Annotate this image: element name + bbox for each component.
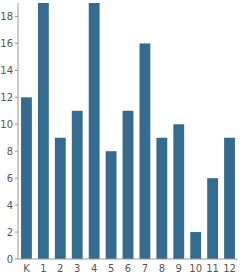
y-tick-label: 12 [0, 92, 13, 103]
chart: 024681012141618K123456789101112 [0, 0, 240, 277]
y-tick-label: 14 [0, 65, 13, 76]
bars [21, 3, 235, 259]
x-tick-label: 2 [57, 263, 63, 274]
bar [89, 3, 100, 259]
bar [173, 124, 184, 259]
y-tick-label: 16 [0, 38, 13, 49]
bar [190, 232, 201, 259]
bar [21, 97, 32, 259]
y-tick-label: 18 [0, 11, 13, 22]
x-tick-label: 12 [223, 263, 236, 274]
y-tick-label: 10 [0, 119, 13, 130]
x-tick-label: 5 [108, 263, 114, 274]
y-tick-label: 2 [7, 227, 13, 238]
bar [106, 151, 117, 259]
x-tick-label: 8 [159, 263, 165, 274]
x-axis [18, 259, 238, 260]
bar [224, 138, 235, 259]
y-tick-label: 8 [7, 146, 13, 157]
x-tick-label: 11 [206, 263, 219, 274]
bar [72, 111, 83, 259]
bar [38, 3, 49, 259]
bar [156, 138, 167, 259]
x-tick-label: 6 [125, 263, 131, 274]
x-tick-label: 9 [176, 263, 182, 274]
x-tick-label: 3 [74, 263, 80, 274]
x-tick-label: 4 [91, 263, 97, 274]
x-tick-label: 10 [189, 263, 202, 274]
bar [123, 111, 134, 259]
y-tick-label: 4 [7, 200, 13, 211]
x-tick-label: 1 [40, 263, 46, 274]
y-tick-label: 6 [7, 173, 13, 184]
x-tick-label: 7 [142, 263, 148, 274]
y-axis [18, 3, 19, 259]
bar [207, 178, 218, 259]
bar [140, 43, 151, 259]
y-tick-label: 0 [7, 254, 13, 265]
x-tick-label: K [23, 263, 30, 274]
bar [55, 138, 66, 259]
